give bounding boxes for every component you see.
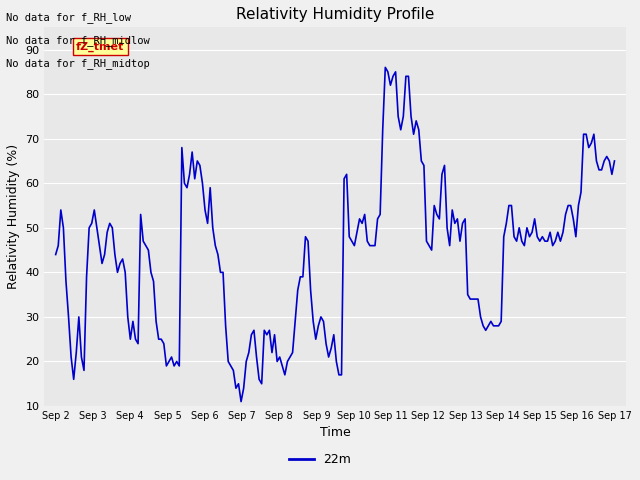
- X-axis label: Time: Time: [320, 426, 351, 440]
- Text: No data for f_RH_low: No data for f_RH_low: [6, 12, 131, 23]
- Title: Relativity Humidity Profile: Relativity Humidity Profile: [236, 7, 435, 22]
- Legend: 22m: 22m: [284, 448, 356, 471]
- Y-axis label: Relativity Humidity (%): Relativity Humidity (%): [7, 144, 20, 289]
- Text: fZ_tmet: fZ_tmet: [76, 42, 124, 52]
- Text: No data for f_RH_midlow: No data for f_RH_midlow: [6, 35, 150, 46]
- Text: No data for f_RH_midtop: No data for f_RH_midtop: [6, 58, 150, 69]
